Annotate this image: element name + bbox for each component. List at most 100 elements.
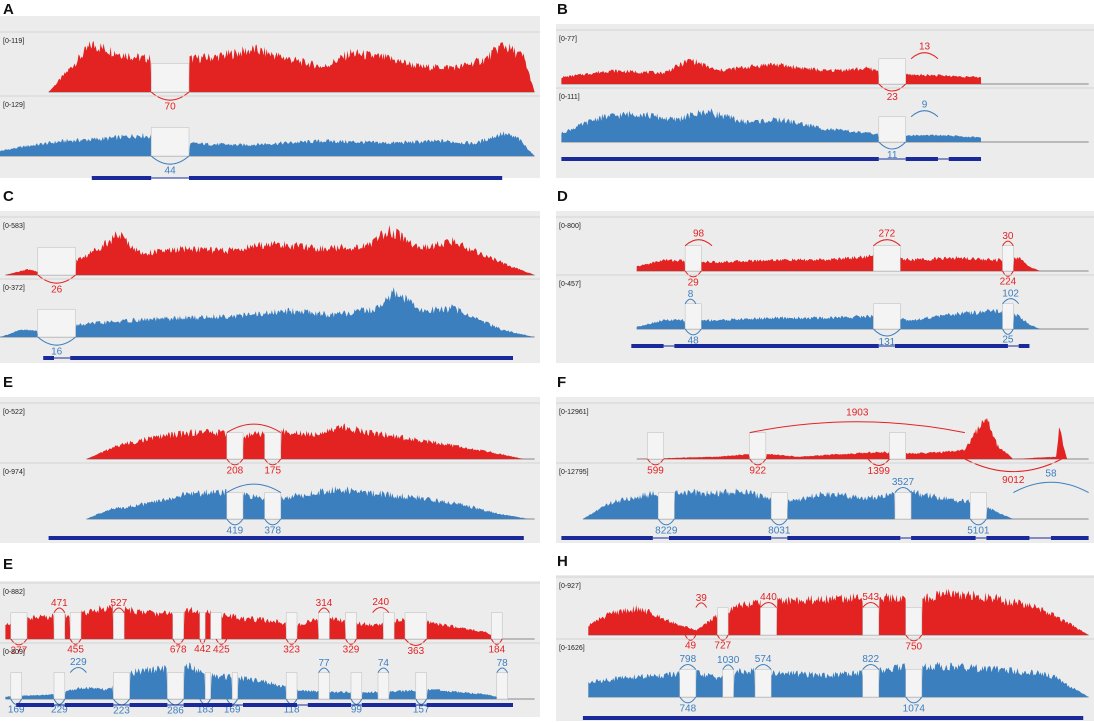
junction-gap <box>226 492 244 520</box>
junction-gap <box>285 612 298 640</box>
junction-count-label: 29 <box>688 277 700 288</box>
splice-junction <box>264 518 282 526</box>
gene-exon <box>787 536 901 540</box>
junction-count-label: 48 <box>688 335 700 346</box>
splice-junction <box>150 91 190 101</box>
junction-gap <box>679 669 697 698</box>
splice-junction <box>1002 328 1014 335</box>
gene-exon <box>70 356 513 360</box>
coverage-track-red: [0-522] 208 175 <box>0 402 540 476</box>
gene-exon <box>668 536 772 540</box>
junction-count-label: 77 <box>318 658 330 669</box>
panel-background <box>556 575 1094 721</box>
junction-count-label: 74 <box>378 658 390 669</box>
coverage-track-blue: [0-809] 169 229 229 223 286 183 169 118 77 99 74 157… <box>0 642 540 716</box>
junction-count-label: 922 <box>749 465 766 476</box>
junction-count-label: 78 <box>497 658 509 669</box>
coverage-track-red: [0-882] 277 471 455 527 678 442 425 323 314 329 240… <box>0 582 540 657</box>
gene-exon <box>561 157 879 161</box>
junction-gap <box>894 492 912 520</box>
junction-gap <box>657 492 675 520</box>
splice-junction <box>862 601 880 608</box>
splice-junction <box>496 667 509 673</box>
coverage-track-red: [0-583] 26 <box>0 216 540 296</box>
junction-gap <box>878 58 906 85</box>
junction-count-label: 286 <box>167 705 184 716</box>
gene-exon <box>674 344 879 348</box>
junction-gap <box>415 672 427 700</box>
coverage-area <box>0 131 535 156</box>
gene-exon <box>16 703 54 707</box>
coverage-area <box>5 602 497 639</box>
panel-letter: E <box>3 556 13 573</box>
junction-count-label: 131 <box>879 337 896 348</box>
junction-gap <box>873 303 901 330</box>
junction-count-label: 229 <box>51 705 68 716</box>
splice-junction <box>372 607 390 613</box>
panel-letter: B <box>557 1 568 18</box>
gene-model <box>631 344 1030 348</box>
junction-gap <box>264 432 282 460</box>
splice-junction <box>10 638 28 646</box>
panel-letter: E <box>3 374 13 391</box>
junction-count-label: 229 <box>70 657 87 668</box>
gene-model <box>582 716 1084 720</box>
junction-count-label: 272 <box>879 229 896 240</box>
splice-junction <box>754 663 772 670</box>
junction-count-label: 240 <box>372 597 389 608</box>
panel-letter: F <box>557 374 566 391</box>
junction-count-label: 527 <box>110 598 127 609</box>
junction-count-label: 455 <box>67 645 84 656</box>
coverage-track-red: [0-119] 70 <box>0 31 540 113</box>
splice-junction <box>377 667 390 673</box>
junction-gap <box>404 612 427 640</box>
panel-6: E [0-882] 277 471 455 527 678 442 425 323 314 329 24… <box>0 556 540 717</box>
splice-junction <box>264 458 282 466</box>
gene-exon <box>561 536 653 540</box>
splice-junction <box>199 638 206 645</box>
splice-junction <box>37 274 76 284</box>
coverage-area <box>5 662 508 699</box>
junction-count-label: 363 <box>407 646 424 657</box>
splice-junction <box>112 607 125 613</box>
junction-count-label: 102 <box>1002 288 1019 299</box>
junction-count-label: 98 <box>693 229 705 240</box>
range-label: [0-1626] <box>559 645 585 652</box>
junction-count-label: 822 <box>862 654 879 665</box>
junction-gap <box>69 612 82 640</box>
junction-count-label: 1030 <box>717 655 740 666</box>
gene-exon <box>64 703 114 707</box>
junction-count-label: 727 <box>714 641 731 652</box>
splice-junction <box>150 155 190 165</box>
junction-count-label: 184 <box>488 645 505 656</box>
splice-junction <box>1002 240 1014 246</box>
splice-junction <box>905 696 923 704</box>
junction-count-label: 183 <box>197 705 214 716</box>
splice-junction <box>684 298 697 304</box>
junction-count-label: 1074 <box>903 703 926 714</box>
junction-count-label: 678 <box>170 645 187 656</box>
panel-background <box>0 211 540 363</box>
splice-junction <box>910 52 939 60</box>
panel-0: A [0-119] 70 [0-129] 44 <box>0 1 540 180</box>
junction-gap <box>878 116 906 143</box>
junction-count-label: 175 <box>264 465 281 476</box>
gene-exon <box>894 344 1008 348</box>
splice-junction <box>905 634 923 642</box>
splice-junction <box>318 667 330 673</box>
junction-count-label: 9012 <box>1002 475 1025 486</box>
range-label: [0-77] <box>559 36 577 43</box>
coverage-area <box>636 309 1041 329</box>
splice-junction <box>873 328 901 337</box>
gene-exon <box>243 536 265 540</box>
junction-gap <box>350 672 363 700</box>
junction-count-label: 419 <box>227 525 244 536</box>
junction-gap <box>749 432 767 460</box>
gene-model <box>16 703 513 707</box>
junction-count-label: 748 <box>679 703 696 714</box>
junction-count-label: 25 <box>1002 335 1014 346</box>
coverage-area <box>5 225 535 275</box>
coverage-area <box>48 41 535 92</box>
junction-gap <box>226 432 244 460</box>
